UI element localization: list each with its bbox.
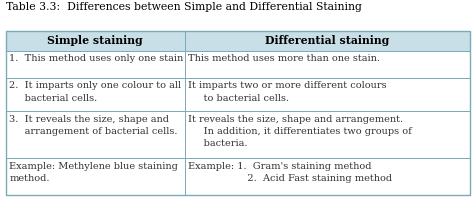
Bar [6, 31, 184, 51]
Text: This method uses more than one stain.: This method uses more than one stain. [188, 54, 380, 63]
Text: Table 3.3:  Differences between Simple and Differential Staining: Table 3.3: Differences between Simple an… [6, 2, 362, 12]
Text: Differential staining: Differential staining [265, 36, 390, 46]
Bar [6, 158, 184, 195]
Text: 1.  This method uses only one stain.: 1. This method uses only one stain. [9, 54, 187, 63]
Text: Example: 1.  Gram's staining method
                   2.  Acid Fast staining me: Example: 1. Gram's staining method 2. Ac… [188, 162, 392, 183]
Bar [6, 78, 184, 111]
Text: It reveals the size, shape and arrangement.
     In addition, it differentiates : It reveals the size, shape and arrangeme… [188, 115, 412, 148]
Text: Example: Methylene blue staining
method.: Example: Methylene blue staining method. [9, 162, 178, 183]
Bar [184, 31, 470, 51]
Bar [6, 111, 184, 158]
Bar [6, 31, 470, 195]
Bar [6, 51, 184, 78]
Bar [184, 78, 470, 111]
Bar [184, 51, 470, 78]
Text: 3.  It reveals the size, shape and
     arrangement of bacterial cells.: 3. It reveals the size, shape and arrang… [9, 115, 178, 136]
Text: Simple staining: Simple staining [47, 36, 143, 46]
Text: 2.  It imparts only one colour to all
     bacterial cells.: 2. It imparts only one colour to all bac… [9, 81, 182, 103]
Bar [184, 111, 470, 158]
Bar [184, 158, 470, 195]
Text: It imparts two or more different colours
     to bacterial cells.: It imparts two or more different colours… [188, 81, 387, 103]
